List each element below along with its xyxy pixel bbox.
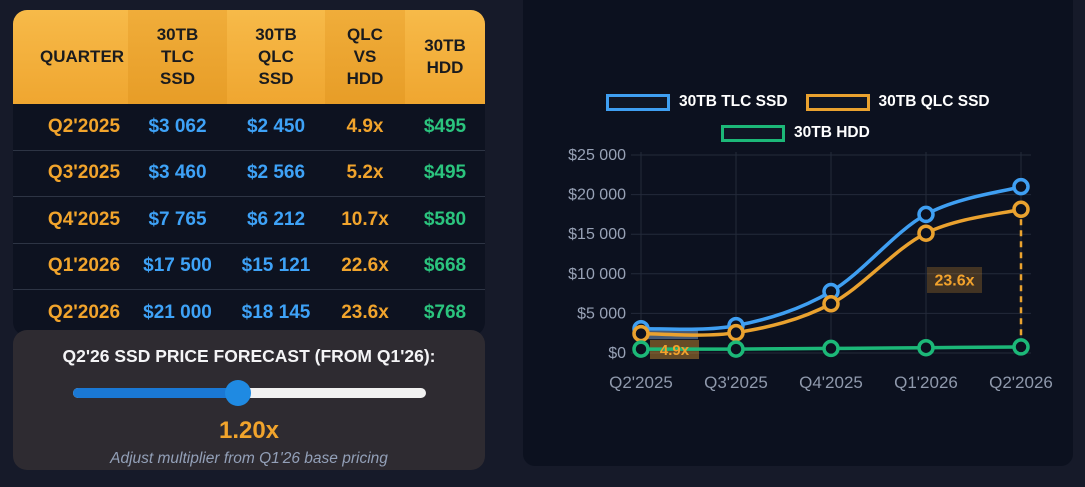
y-tick-label: $5 000	[577, 305, 626, 322]
forecast-subtitle: Adjust multiplier from Q1'26 base pricin…	[110, 450, 388, 467]
y-tick-label: $0	[608, 345, 626, 362]
cell-hdd-price: $495	[423, 115, 467, 137]
cell-qlc-vs-hdd-ratio: 22.6x	[325, 242, 405, 290]
q2-26-ratio-callout-label: 23.6x	[934, 272, 974, 289]
chart-legend-row-2: 30TB HDD	[721, 124, 870, 142]
table-row: Q2'2026 $21 000 $18 145 23.6x $768	[13, 289, 485, 336]
legend-label-hdd: 30TB HDD	[794, 124, 870, 141]
x-tick-label: Q4'2025	[799, 373, 863, 392]
y-tick-label: $20 000	[568, 187, 626, 204]
forecast-slider[interactable]	[72, 380, 426, 406]
data-point-30tb-qlc-ssd-Q3'2025[interactable]	[727, 323, 745, 342]
chart-card: $25 000 $20 000 $15 000 $10 000 $5 000 $0 Q2'2…	[523, 0, 1073, 466]
cell-qlc-price: $2 566	[227, 149, 325, 197]
legend-swatch-tlc-icon	[606, 93, 670, 111]
data-point-30tb-tlc-ssd-Q2'2026[interactable]	[1012, 177, 1030, 196]
data-point-30tb-hdd-Q1'2026[interactable]	[917, 338, 935, 357]
cell-quarter: Q2'2026	[13, 289, 128, 336]
legend-item-hdd[interactable]: 30TB HDD	[721, 124, 870, 142]
legend-label-qlc: 30TB QLC SSD	[878, 93, 990, 110]
cell-tlc-price: $3 062	[148, 115, 207, 137]
y-tick-label: $10 000	[568, 266, 626, 283]
legend-label-tlc: 30TB TLC SSD	[679, 93, 788, 110]
slider-thumb[interactable]	[225, 380, 252, 406]
forecast-card: Q2'26 SSD PRICE FORECAST (FROM Q1'26): 1…	[13, 330, 485, 470]
chart-legend-row-1: 30TB TLC SSD 30TB QLC SSD	[606, 93, 990, 111]
table-row: Q1'2026 $17 500 $15 121 22.6x $668	[13, 242, 485, 290]
pricing-table-card: QUARTER 30TB TLC SSD 30TB QLC SSD QLC VS…	[13, 10, 485, 336]
cell-tlc-price: $17 500	[128, 242, 227, 290]
cell-qlc-price: $18 145	[227, 289, 325, 336]
cell-qlc-vs-hdd-ratio: 10.7x	[325, 196, 405, 243]
cell-quarter: Q4'2025	[13, 196, 128, 243]
cell-tlc-price: $7 765	[128, 196, 227, 243]
table-header-row: QUARTER 30TB TLC SSD 30TB QLC SSD QLC VS…	[13, 10, 485, 104]
table-row: Q4'2025 $7 765 $6 212 10.7x $580	[13, 196, 485, 243]
table-row: Q2'2025 $3 062 $2 450 4.9x $495	[13, 104, 485, 150]
x-tick-label: Q3'2025	[704, 373, 768, 392]
forecast-multiplier-value: 1.20x	[218, 417, 280, 444]
cell-qlc-price: $2 450	[246, 115, 306, 137]
x-tick-label: Q2'2025	[609, 373, 673, 392]
cell-hdd-price: $495	[405, 149, 485, 197]
data-point-30tb-hdd-Q4'2025[interactable]	[822, 339, 840, 358]
q2-25-ratio-callout-label: 4.9x	[660, 342, 690, 359]
cell-qlc-price: $15 121	[227, 242, 325, 290]
cell-hdd-price: $580	[405, 196, 485, 243]
cell-tlc-price: $3 460	[128, 149, 227, 197]
cell-qlc-vs-hdd-ratio: 23.6x	[325, 289, 405, 336]
data-point-30tb-qlc-ssd-Q2'2026[interactable]	[1012, 200, 1030, 219]
y-tick-label: $25 000	[568, 147, 626, 164]
x-tick-label: Q1'2026	[894, 373, 958, 392]
cell-qlc-vs-hdd-ratio: 5.2x	[325, 149, 405, 197]
slider-fill	[72, 388, 239, 398]
cell-tlc-price: $21 000	[128, 289, 227, 336]
data-point-30tb-hdd-Q3'2025[interactable]	[727, 340, 745, 358]
col-header-hdd: 30TB HDD	[405, 10, 485, 104]
price-table: QUARTER 30TB TLC SSD 30TB QLC SSD QLC VS…	[13, 10, 485, 336]
cell-qlc-price: $6 212	[227, 196, 325, 243]
data-point-30tb-tlc-ssd-Q1'2026[interactable]	[917, 205, 935, 224]
cell-hdd-price: $668	[405, 242, 485, 290]
cell-quarter: Q2'2025	[47, 115, 121, 137]
q2-26-ratio-callout	[927, 266, 982, 293]
x-tick-label: Q2'2026	[989, 373, 1053, 392]
col-header-qlc-ssd: 30TB QLC SSD	[227, 10, 325, 104]
legend-swatch-qlc-icon	[805, 93, 870, 111]
y-tick-label: $15 000	[568, 226, 626, 243]
data-point-30tb-qlc-ssd-Q2'2025[interactable]	[632, 324, 650, 343]
data-point-30tb-hdd-Q2'2025[interactable]	[632, 340, 650, 358]
legend-item-tlc[interactable]: 30TB TLC SSD	[606, 93, 788, 111]
col-header-tlc-ssd: 30TB TLC SSD	[128, 10, 227, 104]
cell-quarter: Q3'2025	[13, 149, 128, 197]
legend-swatch-hdd-icon	[721, 124, 785, 142]
cell-quarter: Q1'2026	[13, 242, 128, 290]
cell-hdd-price: $768	[405, 289, 485, 336]
price-chart-svg: $25 000 $20 000 $15 000 $10 000 $5 000 $0 Q2'2…	[568, 147, 1053, 392]
table-row: Q3'2025 $3 460 $2 566 5.2x $495	[13, 149, 485, 197]
data-point-30tb-qlc-ssd-Q1'2026[interactable]	[917, 224, 935, 242]
data-point-30tb-qlc-ssd-Q4'2025[interactable]	[822, 295, 840, 313]
legend-item-qlc[interactable]: 30TB QLC SSD	[805, 93, 990, 111]
data-point-30tb-hdd-Q2'2026[interactable]	[1012, 338, 1030, 356]
cell-qlc-vs-hdd-ratio: 4.9x	[346, 115, 384, 137]
col-header-quarter: QUARTER	[13, 10, 128, 104]
forecast-title: Q2'26 SSD PRICE FORECAST (FROM Q1'26):	[62, 346, 436, 366]
col-header-qlc-vs-hdd: QLC VS HDD	[325, 10, 405, 104]
